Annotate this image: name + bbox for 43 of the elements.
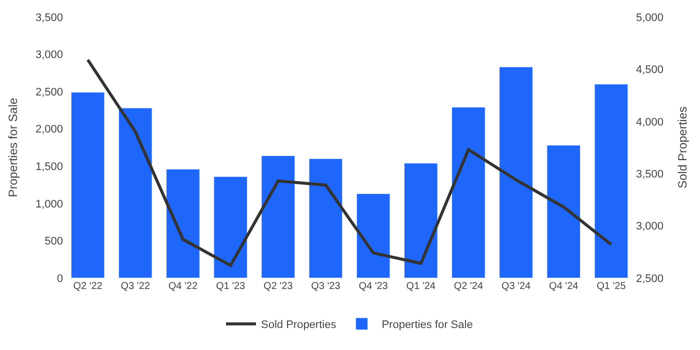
y-axis-title: Properties for Sale (6, 97, 20, 198)
bar (70, 92, 105, 278)
x-tick-label: Q1 '25 (596, 281, 626, 292)
bar (166, 168, 200, 278)
legend-label: Sold Properties (261, 319, 337, 332)
y-tick-label: 1,500 (35, 160, 63, 173)
x-tick-label: Q4 '22 (168, 281, 198, 292)
x-tick-label: Q3 '23 (311, 281, 341, 292)
y-tick-label: 0 (56, 272, 63, 285)
x-tick-label: Q2 '24 (454, 281, 484, 292)
bar (594, 84, 628, 278)
y2-axis-title: Sold Properties (675, 106, 690, 189)
legend-label: Properties for Sale (382, 319, 473, 332)
x-tick-label: Q1 '24 (406, 281, 436, 292)
bar (546, 145, 581, 278)
bar (214, 176, 248, 278)
bar (499, 66, 533, 278)
bar (118, 108, 152, 278)
y-tick-label: 3,500 (35, 12, 63, 24)
bar (356, 193, 390, 278)
y-tick-label: 1,000 (35, 198, 63, 210)
y2-tick-label: 5,000 (636, 12, 664, 24)
bar (308, 158, 343, 278)
y-tick-label: 3,000 (35, 49, 63, 62)
x-tick-label: Q4 '23 (358, 281, 388, 292)
y2-tick-label: 2,500 (636, 272, 664, 285)
bar (452, 106, 486, 278)
x-tick-label: Q3 '24 (501, 281, 532, 292)
y2-tick-label: 3,500 (636, 168, 664, 180)
y2-tick-label: 3,000 (636, 220, 664, 233)
x-tick-label: Q4 '24 (549, 281, 579, 292)
x-tick-label: Q2 '23 (264, 281, 294, 292)
y-tick-label: 2,000 (35, 124, 63, 136)
y2-tick-label: 4,500 (636, 64, 664, 76)
line-series (86, 58, 613, 267)
y-tick-label: 2,500 (35, 86, 63, 98)
y2-tick-label: 4,000 (636, 116, 664, 128)
x-tick-label: Q2 '22 (73, 281, 103, 292)
bar (404, 162, 438, 278)
x-tick-label: Q1 '23 (216, 281, 246, 292)
y-tick-label: 500 (44, 236, 63, 248)
bar (261, 155, 296, 278)
x-tick-label: Q3 '22 (120, 281, 150, 292)
